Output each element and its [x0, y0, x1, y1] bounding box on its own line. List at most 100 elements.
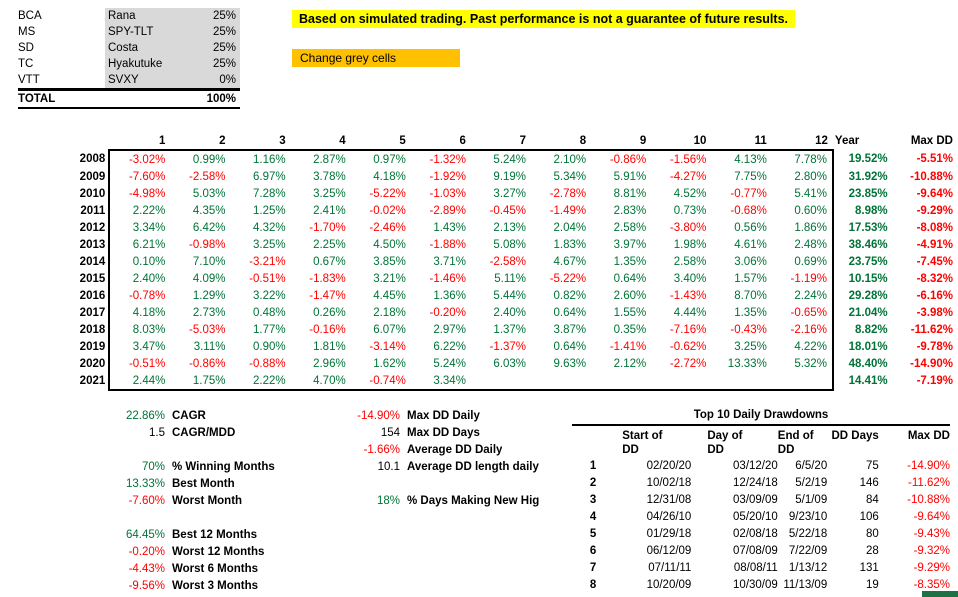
strategy-name-cell[interactable]: SVXY: [105, 72, 193, 90]
weight-cell[interactable]: 25%: [193, 8, 240, 24]
stat-value: 22.86%: [125, 410, 165, 422]
monthly-return-cell: 0.60%: [771, 202, 834, 219]
dd-rank-cell: 7: [589, 561, 597, 574]
monthly-return-cell: 0.97%: [350, 149, 411, 168]
monthly-return-cell: 4.18%: [108, 304, 171, 321]
dd-rank-header: [572, 427, 596, 457]
monthly-return-cell: -2.72%: [669, 357, 707, 370]
stat-label: CAGR/MDD: [172, 427, 236, 439]
corner-blank-cell: [62, 132, 109, 150]
stat-row: 10.1 Average DD length daily: [295, 459, 539, 476]
top-drawdowns-panel: Top 10 Daily Drawdowns Start of DD Day of…: [572, 407, 950, 593]
year-label: 2020: [79, 357, 106, 370]
monthly-return-cell: 4.13%: [711, 149, 772, 168]
portfolio-total-row: TOTAL 100%: [18, 88, 240, 109]
monthly-return-cell: 2.13%: [493, 221, 527, 234]
strategy-name-cell[interactable]: Hyakutuke: [105, 56, 193, 72]
stat-value: 70%: [141, 461, 165, 473]
dd-maxdd-cell: -8.35%: [913, 578, 950, 591]
monthly-return-cell: 2.58%: [613, 221, 647, 234]
month-header: 4: [339, 134, 346, 147]
dd-rank-cell: 4: [589, 510, 597, 523]
dd-end-cell: 7/22/09: [788, 544, 828, 557]
year-total-cell: 31.92%: [848, 170, 888, 183]
monthly-return-cell: -0.51%: [108, 355, 171, 372]
portfolio-row: MS SPY-TLT 25%: [18, 24, 240, 40]
weight-cell[interactable]: 25%: [193, 40, 240, 56]
stat-row: -14.90% Max DD Daily: [295, 408, 539, 425]
monthly-return-cell: 2.44%: [108, 372, 171, 391]
monthly-return-cell: 2.48%: [771, 236, 834, 253]
dd-maxdd-cell: -11.62%: [908, 476, 950, 489]
returns-row: 2021 2.44% 1.75% 2.22% 4.70% -0.74% 3.34% 14.41…: [62, 372, 957, 391]
monthly-return-cell: -0.51%: [249, 272, 286, 285]
monthly-return-cell: -1.56%: [651, 149, 712, 168]
bottom-green-bar: [922, 591, 958, 597]
monthly-return-cell: 5.24%: [433, 357, 466, 370]
year-maxdd-cell: -6.16%: [916, 289, 953, 302]
monthly-return-cell: 3.27%: [493, 187, 527, 200]
strategy-name-cell[interactable]: Costa: [105, 40, 193, 56]
monthly-return-cell: [591, 372, 652, 391]
dd-day-cell: 10/30/09: [733, 578, 778, 591]
monthly-return-cell: -1.49%: [549, 204, 587, 217]
monthly-return-cell: -1.32%: [410, 149, 471, 168]
monthly-return-cell: 5.32%: [771, 355, 834, 372]
returns-row: 2009 -7.60% -2.58% 6.97% 3.78% 4.18% -1.92% 9.1…: [62, 168, 957, 185]
year-label: 2008: [79, 153, 106, 165]
dd-start-cell: 10/20/09: [646, 578, 692, 591]
drawdown-row: 7 07/11/11 08/08/11 1/13/12 131 -9.29%: [572, 559, 950, 576]
maxdd-header: Max DD: [910, 135, 953, 147]
dd-rank-cell: 6: [589, 544, 597, 557]
weight-cell[interactable]: 25%: [193, 24, 240, 40]
monthly-return-cell: -2.46%: [369, 221, 406, 234]
dd-maxdd-cell: -10.88%: [907, 493, 950, 506]
year-label: 2019: [79, 340, 106, 353]
stat-value: 13.33%: [125, 478, 165, 490]
stat-label: Worst 12 Months: [172, 546, 265, 558]
stat-row: 18% % Days Making New Hig: [295, 493, 539, 510]
stat-spacer: [60, 442, 275, 459]
monthly-return-cell: 6.03%: [493, 357, 527, 370]
stat-label: Worst Month: [172, 495, 243, 507]
drawdowns-body: 1 02/20/20 03/12/20 6/5/20 75 -14.90% 2 10/02/1…: [572, 457, 950, 593]
year-label: 2011: [80, 204, 106, 217]
returns-row: 2014 0.10% 7.10% -3.21% 0.67% 3.85% 3.71% -2.58…: [62, 253, 957, 270]
year-label: 2016: [79, 289, 106, 302]
ticker-code: TC: [18, 58, 34, 70]
dd-end-cell: 11/13/09: [783, 578, 828, 591]
dd-days-cell: 131: [859, 561, 879, 574]
disclaimer-banner: Based on simulated trading. Past perform…: [292, 10, 795, 28]
year-label: 2013: [79, 238, 106, 251]
drawdown-row: 6 06/12/09 07/08/09 7/22/09 28 -9.32%: [572, 542, 950, 559]
change-grey-cells-button[interactable]: Change grey cells: [292, 49, 460, 67]
monthly-return-cell: 6.22%: [433, 340, 466, 353]
dd-rank-cell: 5: [589, 527, 597, 540]
drawdown-row: 4 04/26/10 05/20/10 9/23/10 106 -9.64%: [572, 508, 950, 525]
strategy-name-cell[interactable]: SPY-TLT: [105, 24, 193, 40]
monthly-return-cell: 1.81%: [313, 340, 346, 353]
monthly-return-cell: [651, 372, 712, 391]
weight-cell[interactable]: 0%: [193, 72, 240, 90]
ticker-code: VTT: [18, 74, 40, 86]
dd-rank-cell: 8: [589, 578, 597, 591]
portfolio-row: TC Hyakutuke 25%: [18, 56, 240, 72]
weight-cell[interactable]: 25%: [193, 56, 240, 72]
monthly-return-cell: 2.60%: [613, 289, 647, 302]
monthly-return-cell: -0.62%: [669, 340, 707, 353]
stat-value: 18%: [376, 495, 400, 507]
monthly-return-cell: -0.88%: [249, 357, 286, 370]
monthly-return-cell: 3.22%: [252, 289, 286, 302]
monthly-return-cell: -3.21%: [249, 255, 286, 268]
stat-value: -14.90%: [357, 410, 400, 422]
monthly-return-cell: 4.70%: [290, 372, 351, 391]
total-value: 100%: [193, 88, 240, 109]
year-total-cell: 14.41%: [848, 375, 888, 387]
monthly-return-cell: 5.24%: [470, 149, 532, 168]
strategy-name-cell[interactable]: Rana: [105, 8, 193, 24]
monthly-return-cell: 1.37%: [493, 323, 527, 336]
returns-row: 2015 2.40% 4.09% -0.51% -1.83% 3.21% -1.46% 5.1…: [62, 270, 957, 287]
dd-days-cell: 28: [866, 544, 879, 557]
stat-value: -0.20%: [128, 546, 165, 558]
monthly-return-cell: 1.35%: [734, 306, 767, 319]
